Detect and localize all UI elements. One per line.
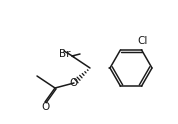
- Text: O: O: [41, 102, 49, 112]
- Text: Br: Br: [59, 49, 70, 59]
- Text: O: O: [70, 78, 78, 88]
- Text: Cl: Cl: [137, 36, 148, 46]
